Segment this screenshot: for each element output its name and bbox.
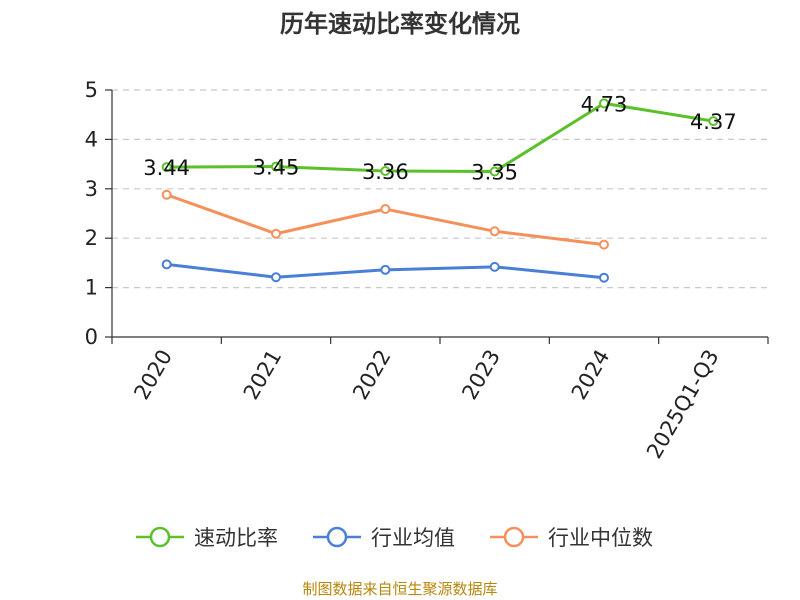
- data-label: 4.37: [690, 110, 737, 134]
- series-line: [166, 193, 605, 247]
- gridlines: [112, 89, 768, 289]
- data-point: [599, 239, 609, 250]
- y-tick-label: 4: [85, 127, 98, 151]
- data-point: [271, 228, 281, 239]
- y-tick-label: 0: [85, 325, 98, 349]
- x-tick-label: 2024: [567, 346, 615, 404]
- legend: 速动比率 行业均值 行业中位数: [136, 526, 653, 550]
- legend-label[interactable]: 行业中位数: [548, 526, 653, 550]
- y-tick-label: 1: [85, 276, 98, 300]
- data-point: [271, 272, 281, 283]
- data-point: [380, 204, 391, 215]
- y-tick-label: 3: [85, 177, 98, 201]
- axes: 0 1 2 3 4 5 2020 2021 2022 2023 2024 2025Q1-Q3: [85, 78, 769, 463]
- y-tick-label: 2: [85, 226, 98, 250]
- data-point: [380, 264, 391, 275]
- legend-swatch-marker: [326, 526, 348, 548]
- data-point: [489, 166, 500, 177]
- data-labels: 3.44 3.45 3.36 3.35 4.73 4.37: [143, 92, 736, 184]
- legend-swatch-marker: [149, 526, 171, 548]
- source-note: 制图数据来自恒生聚源数据库: [302, 580, 497, 598]
- x-tick-label: 2020: [129, 346, 177, 404]
- data-label: 4.73: [581, 92, 628, 116]
- data-label: 3.35: [471, 161, 518, 185]
- y-tick-label: 5: [85, 78, 98, 102]
- data-label: 3.44: [143, 156, 190, 180]
- x-tick-label: 2021: [239, 346, 287, 404]
- series-line: [166, 101, 714, 174]
- data-point: [161, 189, 172, 200]
- data-point: [271, 161, 281, 172]
- chart-title: 历年速动比率变化情况: [280, 10, 520, 38]
- data-point: [489, 226, 500, 237]
- x-tick-label: 2025Q1-Q3: [642, 346, 724, 463]
- data-label: 3.36: [362, 160, 409, 184]
- data-point: [380, 166, 391, 177]
- series-group: [161, 98, 719, 283]
- data-point: [489, 261, 500, 272]
- x-tick-label: 2023: [457, 345, 505, 403]
- data-point: [599, 98, 609, 109]
- data-point: [708, 116, 719, 127]
- x-tick-label: 2022: [348, 346, 396, 404]
- data-point: [161, 259, 172, 270]
- data-point: [161, 162, 172, 173]
- data-point: [599, 272, 609, 283]
- data-label: 3.45: [253, 156, 300, 180]
- legend-swatch-marker: [503, 526, 525, 548]
- legend-label[interactable]: 行业均值: [371, 526, 455, 550]
- legend-label[interactable]: 速动比率: [194, 526, 278, 550]
